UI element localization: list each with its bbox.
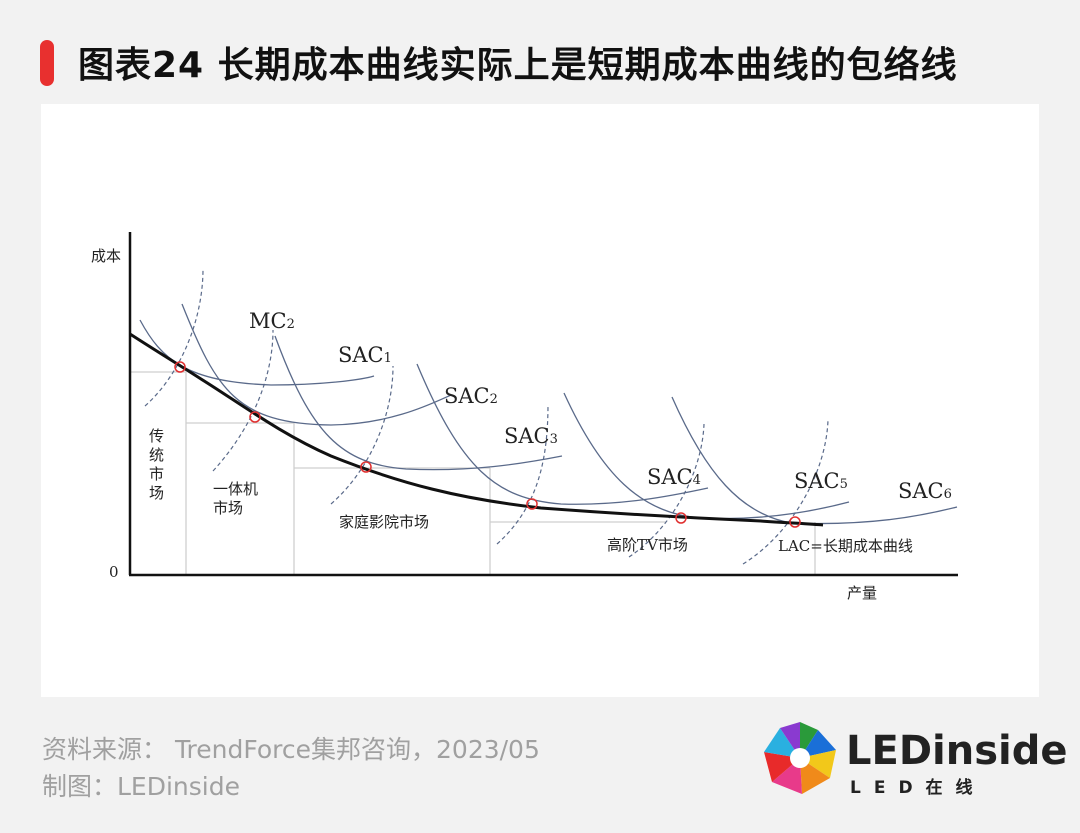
sac3-label: SAC3 (504, 424, 558, 448)
mc2-label: MC2 (249, 309, 295, 333)
market-home-theater: 家庭影院市场 (339, 513, 429, 531)
logo-subtitle: LED在线 (850, 778, 986, 798)
sac2-label: SAC2 (444, 384, 498, 408)
diagram-panel: 成本 0 产量 MC2 SAC1 SAC2 SAC3 SAC4 SAC5 SAC… (41, 104, 1039, 697)
market-high-end-tv: 高阶TV市场 (607, 536, 688, 554)
mc2-curve (212, 329, 274, 472)
sac4-curve (416, 363, 709, 505)
sac6-curve (671, 396, 958, 525)
tangent-marker-5 (675, 512, 687, 524)
maker-note: 制图：LEDinside (42, 772, 240, 801)
sac3-curve (274, 335, 563, 471)
sac2-curve (181, 303, 452, 426)
mc1-curve (144, 268, 204, 407)
market-all-in-one-1: 一体机 (213, 480, 258, 498)
market-traditional-2: 统 (149, 446, 164, 464)
cost-curve-diagram: 成本 0 产量 MC2 SAC1 SAC2 SAC3 SAC4 SAC5 SAC… (91, 232, 958, 602)
tangent-marker-2 (249, 411, 261, 423)
mc5-curve (628, 423, 705, 558)
mc4-curve (496, 403, 549, 545)
origin-label: 0 (109, 563, 119, 581)
tangent-marker-1 (174, 361, 186, 373)
sac1-curve (139, 319, 375, 386)
ledinside-logo-icon (764, 722, 836, 794)
x-axis-label: 产量 (847, 584, 877, 602)
market-traditional-4: 场 (149, 484, 164, 502)
market-all-in-one-2: 市场 (213, 499, 243, 517)
mc3-curve (330, 365, 394, 505)
tangent-marker-3 (360, 461, 372, 473)
tangent-marker-4 (526, 498, 538, 510)
sac5-label: SAC5 (794, 469, 848, 493)
sac5-curve (563, 392, 850, 520)
sac1-label: SAC1 (338, 343, 392, 367)
lac-label: LAC=长期成本曲线 (778, 537, 913, 555)
title-accent-bar (40, 40, 54, 86)
sac6-label: SAC6 (898, 479, 952, 503)
y-axis-label: 成本 (91, 247, 121, 265)
lac-curve (129, 332, 824, 527)
tangent-marker-6 (789, 516, 801, 528)
source-note: 资料来源： TrendForce集邦咨询，2023/05 (42, 735, 540, 764)
market-traditional-1: 传 (149, 427, 164, 445)
mc6-curve (742, 419, 829, 565)
page-title: 图表24 长期成本曲线实际上是短期成本曲线的包络线 (78, 45, 958, 86)
market-traditional-3: 市 (149, 465, 164, 483)
sac4-label: SAC4 (647, 465, 701, 489)
logo-name: LEDinside (846, 728, 1068, 774)
